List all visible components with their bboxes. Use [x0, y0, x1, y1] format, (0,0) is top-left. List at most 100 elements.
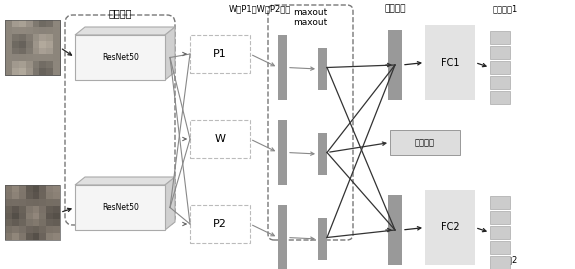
Bar: [5, 48, 12, 54]
Bar: [26, 41, 33, 48]
Bar: [53, 192, 60, 199]
Bar: [53, 68, 60, 75]
Bar: [5, 41, 12, 48]
Bar: [19, 192, 26, 199]
Bar: [5, 54, 12, 61]
Bar: [12, 61, 19, 68]
Bar: [5, 192, 12, 199]
Bar: [12, 20, 19, 27]
Bar: [12, 199, 19, 206]
Polygon shape: [165, 177, 175, 230]
Bar: [12, 48, 19, 54]
Bar: [19, 54, 26, 61]
Bar: [53, 34, 60, 41]
Bar: [53, 48, 60, 54]
Bar: [5, 233, 12, 240]
Bar: [19, 185, 26, 192]
Bar: [39, 199, 46, 206]
Bar: [278, 35, 287, 100]
Bar: [53, 206, 60, 213]
Bar: [26, 34, 33, 41]
Bar: [33, 185, 39, 192]
Bar: [39, 185, 46, 192]
Bar: [12, 185, 19, 192]
Bar: [5, 185, 60, 240]
Bar: [26, 220, 33, 226]
Bar: [46, 27, 53, 34]
Bar: [5, 20, 60, 75]
Bar: [318, 218, 327, 260]
Bar: [12, 206, 19, 213]
Bar: [490, 61, 510, 74]
Bar: [33, 54, 39, 61]
Bar: [19, 206, 26, 213]
Bar: [490, 226, 510, 239]
Bar: [490, 31, 510, 44]
Bar: [190, 205, 250, 243]
Bar: [39, 54, 46, 61]
Bar: [19, 34, 26, 41]
Bar: [39, 41, 46, 48]
Text: ResNet50: ResNet50: [102, 53, 140, 62]
Bar: [39, 192, 46, 199]
Bar: [12, 68, 19, 75]
Bar: [5, 226, 12, 233]
Bar: [388, 195, 402, 265]
Bar: [33, 41, 39, 48]
Text: P1: P1: [213, 49, 227, 59]
Bar: [46, 192, 53, 199]
Bar: [33, 213, 39, 220]
Bar: [46, 206, 53, 213]
Bar: [5, 68, 12, 75]
Text: 对比损失: 对比损失: [415, 138, 435, 147]
Bar: [33, 48, 39, 54]
Bar: [490, 76, 510, 89]
Bar: [490, 196, 510, 209]
Polygon shape: [75, 177, 175, 185]
Bar: [26, 54, 33, 61]
Bar: [39, 27, 46, 34]
Bar: [46, 34, 53, 41]
Bar: [26, 213, 33, 220]
Bar: [12, 220, 19, 226]
Bar: [26, 185, 33, 192]
Text: maxout: maxout: [293, 18, 328, 27]
Bar: [53, 54, 60, 61]
Bar: [33, 20, 39, 27]
Bar: [46, 48, 53, 54]
Bar: [19, 61, 26, 68]
Bar: [39, 226, 46, 233]
Bar: [490, 211, 510, 224]
Bar: [19, 48, 26, 54]
Text: maxout: maxout: [293, 8, 328, 17]
Text: FC2: FC2: [440, 222, 459, 232]
Bar: [5, 213, 12, 220]
Bar: [425, 25, 475, 100]
Bar: [33, 192, 39, 199]
Bar: [26, 199, 33, 206]
Bar: [5, 61, 12, 68]
Text: ResNet50: ResNet50: [102, 203, 140, 212]
Bar: [53, 233, 60, 240]
Bar: [12, 54, 19, 61]
Bar: [19, 20, 26, 27]
Bar: [39, 233, 46, 240]
Bar: [39, 34, 46, 41]
Bar: [53, 20, 60, 27]
Bar: [26, 20, 33, 27]
Bar: [19, 41, 26, 48]
Polygon shape: [75, 27, 175, 35]
Bar: [33, 206, 39, 213]
Bar: [5, 27, 12, 34]
Bar: [490, 91, 510, 104]
Bar: [318, 48, 327, 90]
Bar: [46, 220, 53, 226]
Bar: [26, 233, 33, 240]
Bar: [26, 61, 33, 68]
Bar: [33, 34, 39, 41]
Bar: [33, 199, 39, 206]
Bar: [33, 226, 39, 233]
Bar: [19, 226, 26, 233]
Bar: [33, 68, 39, 75]
Bar: [19, 233, 26, 240]
